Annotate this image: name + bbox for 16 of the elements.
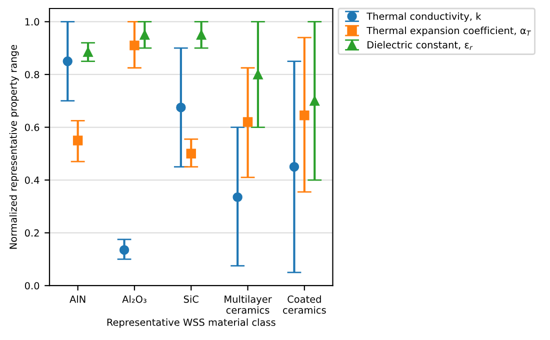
x-axis-title: Representative WSS material class xyxy=(107,318,276,328)
y-tick-label: 1.0 xyxy=(25,18,40,26)
legend-label: Thermal conductivity, k xyxy=(366,12,482,22)
y-tick-label: 0.2 xyxy=(24,229,39,237)
y-tick-label: 0.4 xyxy=(24,176,40,184)
y-tick-label: 0.0 xyxy=(24,282,40,290)
x-tick-label: AlN xyxy=(70,295,86,303)
x-tick-label: Al₂O₃ xyxy=(122,295,146,303)
x-tick-label: Coated ceramics xyxy=(283,295,326,314)
x-tick-label: SiC xyxy=(184,295,198,303)
y-axis-title: Normalized representative property range xyxy=(9,44,19,249)
legend-label: Dielectric constant, ε$_{r}$ xyxy=(368,40,473,50)
y-tick-label: 0.8 xyxy=(24,70,40,78)
y-tick-label: 0.6 xyxy=(24,124,40,132)
x-tick-label: Multilayer ceramics xyxy=(224,295,272,314)
legend-label: Thermal expansion coefficient, α$_{T}$ xyxy=(366,26,532,36)
